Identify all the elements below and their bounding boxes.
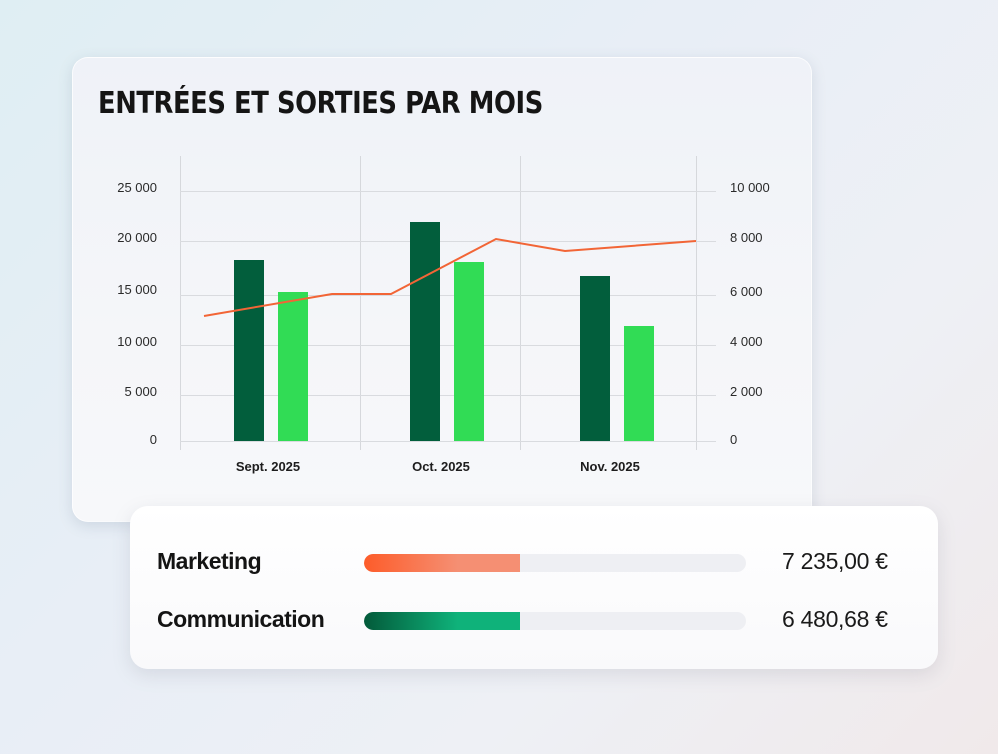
right-tick: 8 000 [730, 230, 763, 245]
category-label: Communication [157, 606, 325, 632]
bar-entrees-oct [410, 222, 440, 441]
breakdown-row-communication: Communication 6 480,68 € [130, 604, 938, 644]
left-tick: 5 000 [124, 384, 157, 399]
amount-value: 6 480,68 € [782, 606, 888, 632]
bars [234, 222, 654, 441]
right-tick: 10 000 [730, 180, 770, 195]
vertical-gridlines [180, 156, 697, 450]
x-axis: Sept. 2025 Oct. 2025 Nov. 2025 [236, 459, 640, 474]
x-label: Sept. 2025 [236, 459, 300, 474]
right-axis: 10 000 8 000 6 000 4 000 2 000 0 [730, 180, 770, 447]
breakdown-row-marketing: Marketing 7 235,00 € [130, 546, 938, 586]
right-tick: 4 000 [730, 334, 763, 349]
left-tick: 20 000 [117, 230, 157, 245]
left-tick: 10 000 [117, 334, 157, 349]
chart-card [72, 57, 812, 522]
progress-fill [364, 554, 520, 572]
left-axis: 25 000 20 000 15 000 10 000 5 000 0 [117, 180, 157, 447]
left-tick: 0 [150, 432, 157, 447]
left-tick: 15 000 [117, 282, 157, 297]
progress-bar [364, 554, 746, 572]
right-tick: 0 [730, 432, 737, 447]
category-label: Marketing [157, 548, 262, 574]
chart-title: ENTRÉES ET SORTIES PAR MOIS [98, 86, 543, 121]
left-tick: 25 000 [117, 180, 157, 195]
progress-bar [364, 612, 746, 630]
breakdown-card: Marketing 7 235,00 € Communication 6 480… [130, 506, 938, 669]
bar-entrees-sept [234, 260, 264, 441]
amount-value: 7 235,00 € [782, 548, 888, 574]
bar-sorties-oct [454, 262, 484, 441]
line-series [203, 237, 697, 317]
bar-entrees-nov [580, 276, 610, 441]
x-label: Nov. 2025 [580, 459, 640, 474]
bar-sorties-nov [624, 326, 654, 441]
x-label: Oct. 2025 [412, 459, 470, 474]
right-tick: 2 000 [730, 384, 763, 399]
progress-fill [364, 612, 520, 630]
right-tick: 6 000 [730, 284, 763, 299]
bar-sorties-sept [278, 292, 308, 441]
